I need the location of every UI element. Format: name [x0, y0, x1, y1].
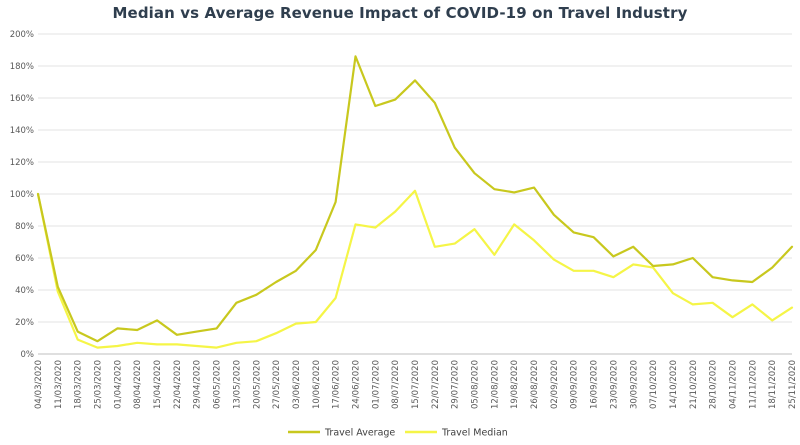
x-tick-label: 25/11/2020 — [788, 360, 798, 409]
x-tick-label: 11/11/2020 — [748, 360, 758, 409]
x-tick-label: 21/10/2020 — [689, 360, 699, 409]
y-tick-label: 120% — [10, 158, 34, 168]
x-tick-label: 03/06/2020 — [292, 360, 302, 409]
x-tick-label: 12/08/2020 — [490, 360, 500, 409]
x-tick-label: 18/11/2020 — [768, 360, 778, 409]
legend-label: Travel Median — [441, 428, 508, 439]
x-tick-label: 25/03/2020 — [94, 360, 104, 409]
x-tick-label: 30/09/2020 — [629, 360, 639, 409]
y-tick-label: 0% — [21, 350, 35, 360]
x-axis-ticks: 04/03/2020 11/03/2020 18/03/2020 25/03/2020… — [34, 360, 798, 409]
legend-item-travel-median: Travel Median — [405, 428, 508, 439]
x-tick-label: 08/07/2020 — [391, 360, 401, 409]
x-tick-label: 28/10/2020 — [709, 360, 719, 409]
y-tick-label: 60% — [15, 254, 34, 264]
x-tick-label: 29/07/2020 — [451, 360, 461, 409]
x-tick-label: 16/09/2020 — [590, 360, 600, 409]
x-tick-label: 07/10/2020 — [649, 360, 659, 409]
gridlines — [38, 33, 792, 355]
legend-label: Travel Average — [324, 428, 395, 439]
x-tick-label: 05/08/2020 — [471, 360, 481, 409]
x-tick-label: 10/06/2020 — [312, 360, 322, 409]
x-tick-label: 24/06/2020 — [351, 360, 361, 409]
y-tick-label: 80% — [15, 222, 34, 232]
series-line-travel-median — [36, 189, 794, 349]
y-tick-label: 180% — [10, 62, 34, 72]
y-tick-label: 160% — [10, 94, 34, 104]
x-tick-label: 17/06/2020 — [332, 360, 342, 409]
x-tick-label: 13/05/2020 — [232, 360, 242, 409]
x-tick-label: 18/03/2020 — [74, 360, 84, 409]
y-tick-label: 40% — [15, 286, 34, 296]
x-tick-label: 15/07/2020 — [411, 360, 421, 409]
x-tick-label: 01/04/2020 — [113, 360, 123, 409]
x-tick-label: 27/05/2020 — [272, 360, 282, 409]
x-tick-label: 04/03/2020 — [34, 360, 44, 409]
x-tick-label: 01/07/2020 — [371, 360, 381, 409]
series-lines — [36, 55, 794, 349]
x-tick-label: 20/05/2020 — [252, 360, 262, 409]
y-axis-ticks: 0% 20% 40% 60% 80% 100% 120% 140% 160% 180% 200% — [10, 30, 34, 360]
legend-item-travel-average: Travel Average — [288, 428, 395, 439]
x-tick-label: 09/09/2020 — [570, 360, 580, 409]
y-tick-label: 140% — [10, 126, 34, 136]
series-line-travel-average — [36, 55, 794, 343]
x-tick-label: 22/07/2020 — [431, 360, 441, 409]
y-tick-label: 200% — [10, 30, 34, 40]
x-tick-label: 22/04/2020 — [173, 360, 183, 409]
x-tick-label: 06/05/2020 — [213, 360, 223, 409]
y-tick-label: 20% — [15, 318, 34, 328]
y-tick-label: 100% — [10, 190, 34, 200]
x-tick-label: 04/11/2020 — [728, 360, 738, 409]
x-tick-label: 11/03/2020 — [54, 360, 64, 409]
x-tick-label: 29/04/2020 — [193, 360, 203, 409]
x-tick-label: 26/08/2020 — [530, 360, 540, 409]
x-tick-label: 02/09/2020 — [550, 360, 560, 409]
legend: Travel Average Travel Median — [288, 428, 508, 439]
x-tick-label: 23/09/2020 — [609, 360, 619, 409]
x-tick-label: 14/10/2020 — [669, 360, 679, 409]
x-tick-label: 15/04/2020 — [153, 360, 163, 409]
x-tick-label: 08/04/2020 — [133, 360, 143, 409]
x-tick-label: 19/08/2020 — [510, 360, 520, 409]
chart-title: Median vs Average Revenue Impact of COVI… — [112, 4, 688, 22]
